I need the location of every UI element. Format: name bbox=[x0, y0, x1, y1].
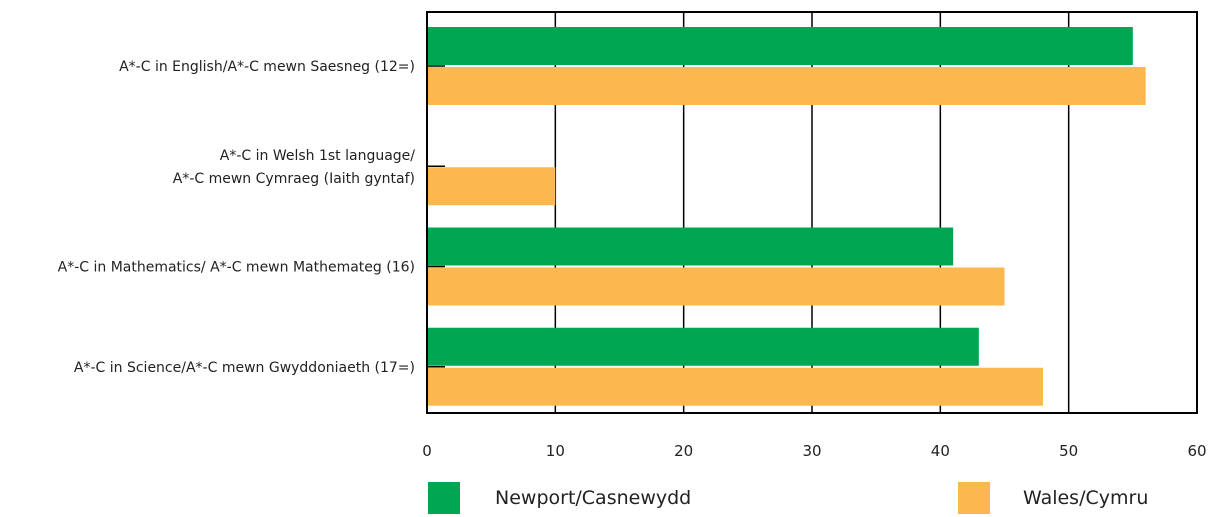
category-labels: A*-C in English/A*-C mewn Saesneg (12=) A… bbox=[58, 59, 416, 376]
plot-frame bbox=[426, 11, 1198, 414]
legend-label-newport: Newport/Casnewydd bbox=[495, 487, 691, 509]
x-axis-tick-labels: 0 10 20 30 40 50 60 bbox=[422, 442, 1206, 460]
bar-newport bbox=[427, 27, 1133, 65]
category-label: A*-C in English/A*-C mewn Saesneg (12=) bbox=[119, 59, 415, 75]
bar-wales bbox=[427, 367, 1043, 406]
category-label: A*-C in Welsh 1st language/ bbox=[220, 148, 416, 164]
x-tick-label: 40 bbox=[931, 442, 950, 460]
bar-wales bbox=[427, 67, 1146, 105]
legend-swatch-newport bbox=[428, 482, 460, 514]
x-tick-label: 60 bbox=[1187, 442, 1206, 460]
legend-swatch-wales bbox=[958, 482, 990, 514]
category-tick-marks bbox=[427, 65, 445, 368]
bar-newport bbox=[427, 327, 979, 366]
bar-wales bbox=[427, 167, 556, 206]
category-label: A*-C mewn Cymraeg (Iaith gyntaf) bbox=[173, 171, 415, 187]
x-tick-label: 50 bbox=[1059, 442, 1078, 460]
x-tick-label: 20 bbox=[674, 442, 693, 460]
category-label: A*-C in Mathematics/ A*-C mewn Mathemate… bbox=[58, 260, 415, 276]
x-tick-label: 0 bbox=[422, 442, 432, 460]
category-label: A*-C in Science/A*-C mewn Gwyddoniaeth (… bbox=[74, 360, 415, 376]
x-tick-label: 10 bbox=[546, 442, 565, 460]
x-tick-label: 30 bbox=[802, 442, 821, 460]
legend: Newport/Casnewydd Wales/Cymru bbox=[428, 482, 1148, 514]
bar-newport bbox=[427, 227, 954, 266]
legend-label-wales: Wales/Cymru bbox=[1023, 487, 1148, 509]
bar-wales bbox=[427, 267, 1005, 306]
bars bbox=[427, 27, 1146, 406]
